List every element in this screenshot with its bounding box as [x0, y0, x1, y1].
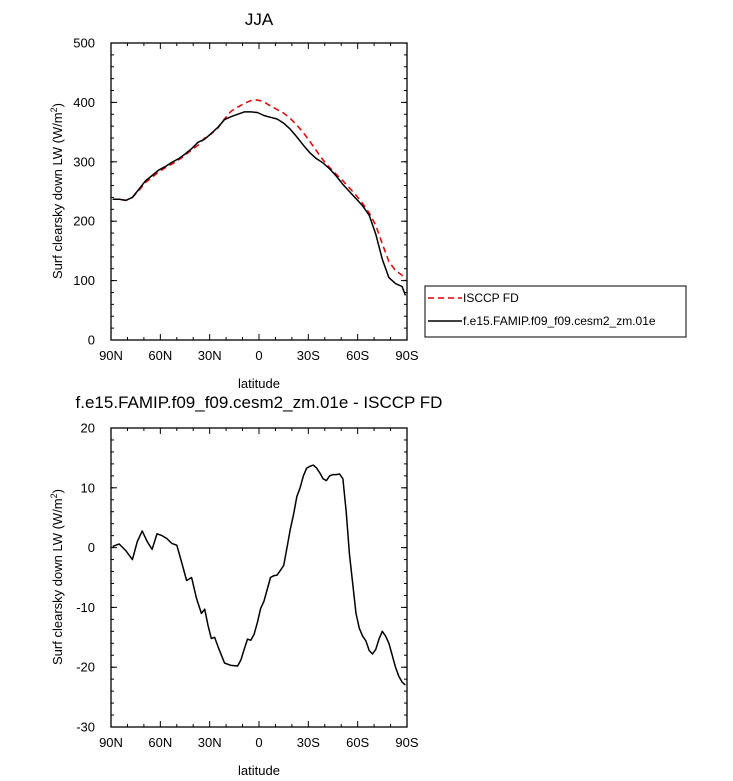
top-x-axis-label: latitude — [238, 376, 280, 391]
bottom-x-tick-label: 30S — [297, 735, 320, 750]
top-chart-marks — [112, 99, 407, 296]
top-chart-legend: ISCCP FD f.e15.FAMIP.f09_f09.cesm2_zm.01… — [424, 285, 687, 338]
top-y-axis-label: Surf clearsky down LW (W/m2) — [49, 103, 65, 279]
bottom-y-tick-label: 0 — [88, 540, 95, 555]
top-x-tick-label: 90N — [99, 348, 123, 363]
top-y-tick-label: 100 — [73, 273, 95, 288]
bottom-y-tick-label: -10 — [76, 600, 95, 615]
bottom-x-tick-label: 60N — [148, 735, 172, 750]
legend-box — [424, 285, 687, 338]
top-x-tick-label: 0 — [255, 348, 262, 363]
bottom-y-tick-label: -30 — [76, 720, 95, 735]
bottom-y-axis-label: Surf clearsky down LW (W/m2) — [49, 489, 65, 665]
bottom-x-tick-label: 90N — [99, 735, 123, 750]
top-panel: JJA 90N 60N 30N 0 30S 60S 90S0100200300400500 … — [49, 10, 687, 391]
bottom-y-tick-label: 10 — [81, 480, 95, 495]
bottom-x-tick-label: 30N — [198, 735, 222, 750]
legend-label-isccp: ISCCP FD — [463, 291, 519, 305]
top-plot-frame — [110, 42, 408, 341]
bottom-y-tick-label: -20 — [76, 660, 95, 675]
top-x-tick-label: 60N — [148, 348, 172, 363]
bottom-y-tick-label: 20 — [81, 421, 95, 436]
top-x-tick-label: 60S — [346, 348, 369, 363]
top-y-tick-label: 400 — [73, 95, 95, 110]
top-series-line-0 — [112, 99, 406, 280]
top-y-tick-label: 200 — [73, 214, 95, 229]
bottom-chart-marks — [112, 464, 406, 686]
top-y-tick-label: 500 — [73, 36, 95, 51]
bottom-chart-axes: 90N 60N 30N 0 30S 60S 90S -30 -20 -10 0 10 20 — [76, 421, 419, 751]
top-y-tick-label: 300 — [73, 154, 95, 169]
bottom-plot-frame — [110, 427, 408, 728]
top-x-tick-label: 90S — [395, 348, 418, 363]
top-series-line-1 — [112, 111, 407, 296]
top-chart-axes: 90N 60N 30N 0 30S 60S 90S 0 100 200 300 400 500 — [73, 36, 419, 364]
bottom-x-tick-label: 60S — [346, 735, 369, 750]
top-y-tick-label: 0 — [88, 333, 95, 348]
bottom-x-tick-label: 0 — [255, 735, 262, 750]
bottom-x-tick-label: 90S — [395, 735, 418, 750]
legend-label-model: f.e15.FAMIP.f09_f09.cesm2_zm.01e — [463, 314, 656, 328]
bottom-panel: f.e15.FAMIP.f09_f09.cesm2_zm.01e - ISCCP… — [49, 393, 442, 778]
top-x-tick-label: 30S — [297, 348, 320, 363]
top-chart-title: JJA — [245, 10, 274, 29]
bottom-chart-title: f.e15.FAMIP.f09_f09.cesm2_zm.01e - ISCCP… — [76, 393, 443, 412]
bottom-x-axis-label: latitude — [238, 763, 280, 778]
bottom-series-line-0 — [112, 464, 406, 686]
top-x-tick-label: 30N — [198, 348, 222, 363]
